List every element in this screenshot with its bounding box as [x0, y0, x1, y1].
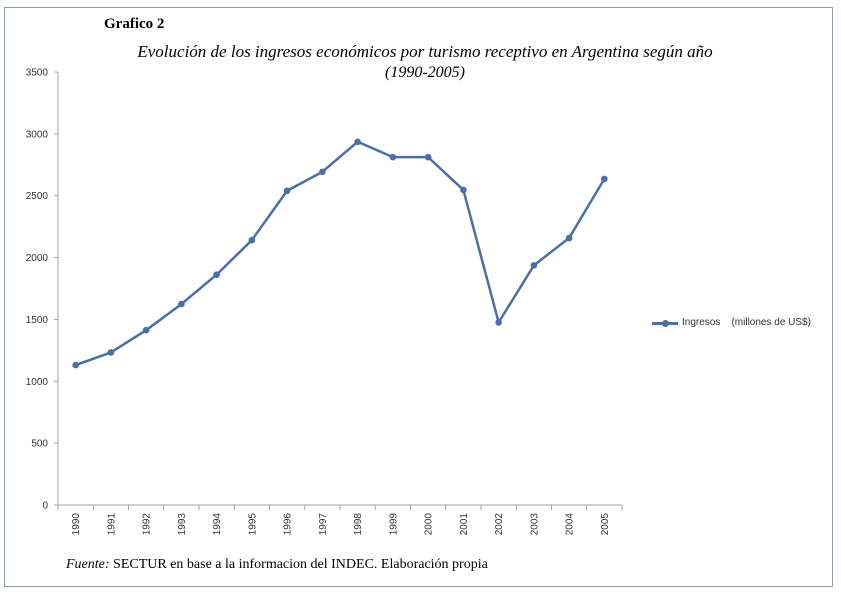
y-tick-label: 1000 — [26, 377, 49, 388]
data-point — [565, 234, 573, 242]
y-tick-label: 3000 — [26, 129, 49, 140]
data-point — [601, 175, 608, 183]
data-point — [460, 186, 467, 194]
x-tick-label: 1990 — [71, 513, 82, 536]
data-point — [354, 138, 361, 146]
chart-title: Evolución de los ingresos económicos por… — [137, 42, 713, 61]
chart-frame — [4, 7, 833, 587]
x-tick-label: 2000 — [424, 513, 435, 536]
x-tick-label: 2004 — [565, 513, 576, 536]
series-ingresos — [72, 138, 608, 369]
data-point — [530, 262, 538, 269]
y-tick-label: 2500 — [26, 191, 49, 202]
x-tick-labels: 1990 1991 1992 1993 1994 1995 1996 1997 1998 1999… — [57, 505, 623, 536]
y-tick-label: 3500 — [26, 68, 49, 79]
y-tick-label: 1500 — [26, 315, 49, 326]
y-tick-label: 2000 — [26, 253, 49, 264]
legend: Ingresos (millones de US$) — [652, 317, 811, 328]
x-tick-label: 2005 — [600, 513, 611, 536]
data-point — [107, 349, 115, 356]
series-line — [75, 140, 606, 367]
source-label: Fuente: — [66, 557, 110, 572]
legend-swatch — [652, 318, 678, 328]
x-tick-label: 1993 — [177, 513, 188, 536]
x-tick-label: 1996 — [283, 513, 294, 536]
x-tick-label: 2002 — [494, 513, 505, 536]
figure-heading: Grafico 2 — [104, 16, 165, 32]
data-point — [213, 271, 220, 278]
x-tick-label: 1997 — [318, 513, 329, 536]
x-tick-label: 1999 — [388, 513, 399, 536]
data-point — [319, 168, 326, 176]
data-point — [178, 300, 185, 308]
data-point — [424, 153, 432, 161]
x-tick-label: 2001 — [459, 513, 470, 536]
data-point — [142, 326, 150, 334]
y-tick-label: 500 — [31, 439, 48, 450]
data-point — [283, 187, 291, 195]
data-point — [72, 361, 79, 369]
data-point — [389, 153, 397, 161]
x-tick-label: 1995 — [247, 513, 258, 536]
x-tick-label: 1991 — [106, 513, 117, 536]
chart-subtitle: (1990-2005) — [385, 64, 465, 81]
x-tick-label: 1994 — [212, 513, 223, 536]
source-text: SECTUR en base a la informacion del INDE… — [109, 557, 488, 572]
axes — [57, 72, 622, 506]
y-tick-label: 0 — [42, 501, 48, 512]
y-tick-labels: 0 500 1000 1500 2000 2500 3000 3500 — [26, 68, 58, 512]
data-point — [495, 319, 502, 326]
legend-label: Ingresos (millones de US$) — [682, 317, 811, 328]
source-note: Fuente: SECTUR en base a la informacion … — [66, 557, 488, 573]
x-tick-label: 1992 — [142, 513, 153, 536]
data-point — [248, 236, 256, 244]
x-tick-label: 1998 — [353, 513, 364, 536]
x-tick-label: 2003 — [529, 513, 540, 536]
